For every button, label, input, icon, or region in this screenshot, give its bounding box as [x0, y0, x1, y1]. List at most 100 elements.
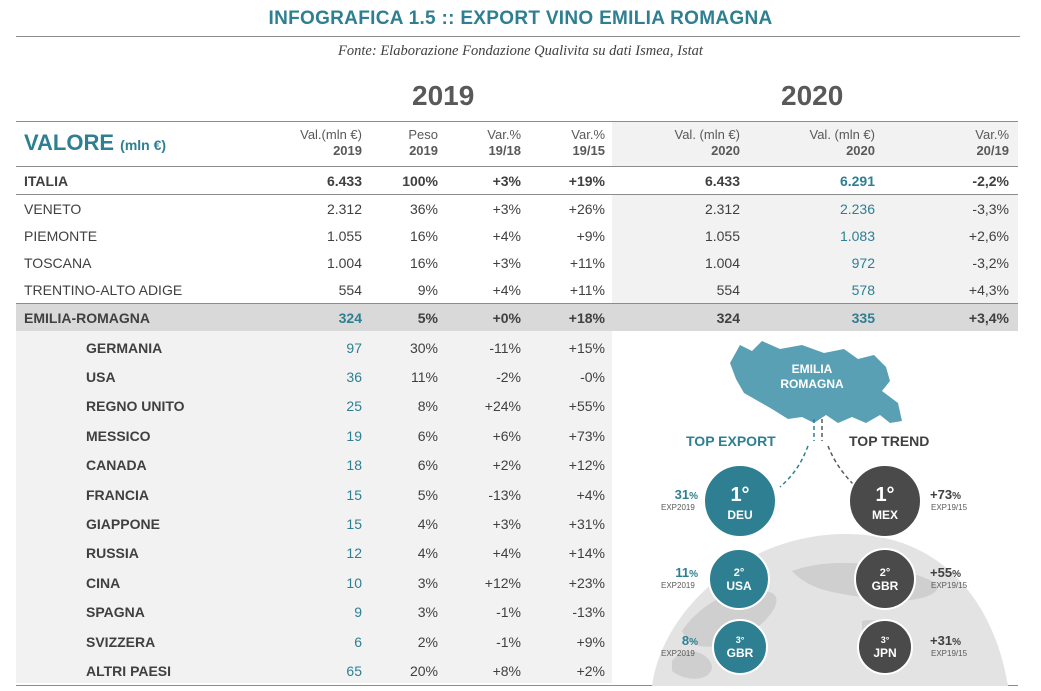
- country-cell: 11%: [411, 368, 438, 385]
- column-header-line1: Val. (mln €): [674, 127, 741, 142]
- country-cell: 4%: [417, 515, 438, 532]
- country-cell: +4%: [492, 545, 521, 562]
- country-name: ALTRI PAESI: [86, 662, 172, 679]
- row-cell: 2.312: [704, 200, 740, 217]
- trend-code-2: GBR: [872, 579, 899, 593]
- trend-rank-2: 2°: [880, 567, 891, 579]
- trend-rank-2-circle: [854, 548, 916, 610]
- row-cell: 9%: [417, 281, 438, 298]
- row-cell: 1.055: [704, 227, 740, 244]
- column-header-line1: Val.(mln €): [300, 127, 362, 142]
- region-name-line2: ROMAGNA: [780, 377, 844, 391]
- row-cell: 972: [851, 254, 875, 271]
- country-cell: +24%: [484, 398, 521, 415]
- trend-growth-sign: %: [952, 637, 961, 648]
- row-cell: 36%: [409, 200, 438, 217]
- row-cell: 324: [716, 309, 740, 326]
- trend-connector: [821, 419, 857, 488]
- country-row: RUSSIA 12 4% +4% +14%: [16, 540, 1018, 567]
- trend-growth-value: +55: [930, 565, 953, 580]
- country-cell: 8%: [417, 398, 438, 415]
- country-cell: +14%: [568, 545, 605, 562]
- row-name: TOSCANA: [24, 254, 92, 271]
- country-cell: +8%: [492, 662, 521, 679]
- region-name-line1: EMILIA: [792, 362, 833, 376]
- row-cell: +0%: [492, 309, 521, 326]
- column-header: Var.% 20/19: [975, 127, 1009, 159]
- country-cell: +9%: [576, 633, 605, 650]
- regions-bottom-rule: [16, 303, 1018, 304]
- page-title: INFOGRAFICA 1.5 :: EXPORT VINO EMILIA RO…: [268, 8, 773, 29]
- column-header-line1: Val. (mln €): [809, 127, 876, 142]
- export-share-sign: %: [689, 637, 698, 648]
- table-row: TRENTINO-ALTO ADIGE 554 9% +4% +11% 554 578 +4,…: [16, 276, 1018, 303]
- row-cell: 1.083: [839, 227, 875, 244]
- trend-growth-sign: %: [952, 491, 961, 502]
- trend-rank-3: 3°: [881, 635, 890, 645]
- country-cell: 18: [346, 457, 362, 474]
- country-name: RUSSIA: [86, 545, 139, 562]
- trend-growth-value: +73: [930, 487, 953, 502]
- row-name: PIEMONTE: [24, 227, 98, 244]
- row-cell: 5%: [417, 309, 438, 326]
- trend-growth: +73%: [930, 487, 961, 502]
- trend-rank-3-circle: [857, 619, 913, 675]
- country-cell: 5%: [417, 486, 438, 503]
- trend-note: EXP19/15: [931, 581, 968, 590]
- country-cell: 4%: [417, 545, 438, 562]
- row-cell: 1.055: [326, 227, 362, 244]
- title-divider: [16, 36, 1020, 37]
- country-name: GIAPPONE: [86, 515, 160, 532]
- table-row: ITALIA 6.433 100% +3% +19% 6.433 6.291 -2,2%: [16, 167, 1018, 194]
- country-cell: +15%: [568, 339, 605, 356]
- country-cell: 12: [346, 545, 362, 562]
- year-2020-heading: 2020: [781, 80, 844, 111]
- row-cell: 100%: [402, 172, 438, 189]
- country-cell: -1%: [496, 633, 521, 650]
- country-cell: 6%: [417, 427, 438, 444]
- row-cell: +11%: [569, 281, 605, 298]
- table-row: VENETO 2.312 36% +3% +26% 2.312 2.236 -3,3%: [16, 195, 1018, 222]
- row-name: VENETO: [24, 200, 82, 217]
- row-cell: +4%: [492, 227, 521, 244]
- column-header-line2: 20/19: [976, 143, 1009, 158]
- table-row: TOSCANA 1.004 16% +3% +11% 1.004 972 -3,2%: [16, 249, 1018, 276]
- export-code-3: GBR: [727, 646, 754, 660]
- export-share-sign: %: [689, 491, 698, 502]
- row-name: ITALIA: [24, 172, 69, 189]
- country-cell: 3%: [417, 604, 438, 621]
- row-cell: 1.004: [704, 254, 740, 271]
- source-note: Fonte: Elaborazione Fondazione Qualivita…: [338, 43, 703, 59]
- row-cell: 2.236: [839, 200, 875, 217]
- trend-growth: +55%: [930, 565, 961, 580]
- row-cell: -3,2%: [972, 254, 1009, 271]
- column-header-line1: Peso: [408, 127, 438, 142]
- country-cell: +55%: [568, 398, 605, 415]
- column-header-line1: Var.%: [571, 127, 605, 142]
- row-cell: +3%: [492, 172, 521, 189]
- export-code-2: USA: [726, 579, 752, 593]
- row-cell: +3%: [492, 254, 521, 271]
- column-header-line2: 19/15: [572, 143, 605, 158]
- country-name: USA: [86, 368, 116, 385]
- column-header-line2: 19/18: [488, 143, 521, 158]
- row-cell: +9%: [576, 227, 605, 244]
- row-cell: 335: [851, 309, 875, 326]
- export-rank-1-circle: [703, 464, 777, 538]
- row-cell: +3%: [492, 200, 521, 217]
- country-cell: 25: [346, 398, 362, 415]
- row-cell: 578: [851, 281, 875, 298]
- trend-code-1: MEX: [872, 508, 898, 522]
- trend-note: EXP19/15: [931, 503, 968, 512]
- country-row: GIAPPONE 15 4% +3% +31%: [16, 510, 1018, 537]
- country-cell: 6%: [417, 457, 438, 474]
- row-cell: 16%: [409, 254, 438, 271]
- trend-growth-value: +31: [930, 633, 953, 648]
- country-row: CANADA 18 6% +2% +12%: [16, 452, 1018, 479]
- row-cell: -3,3%: [972, 200, 1009, 217]
- world-globe-icon: [652, 533, 1008, 686]
- country-name: CINA: [86, 574, 121, 591]
- trend-code-3: JPN: [873, 646, 896, 660]
- country-cell: 65: [346, 662, 362, 679]
- country-row: USA 36 11% -2% -0%: [16, 363, 1018, 390]
